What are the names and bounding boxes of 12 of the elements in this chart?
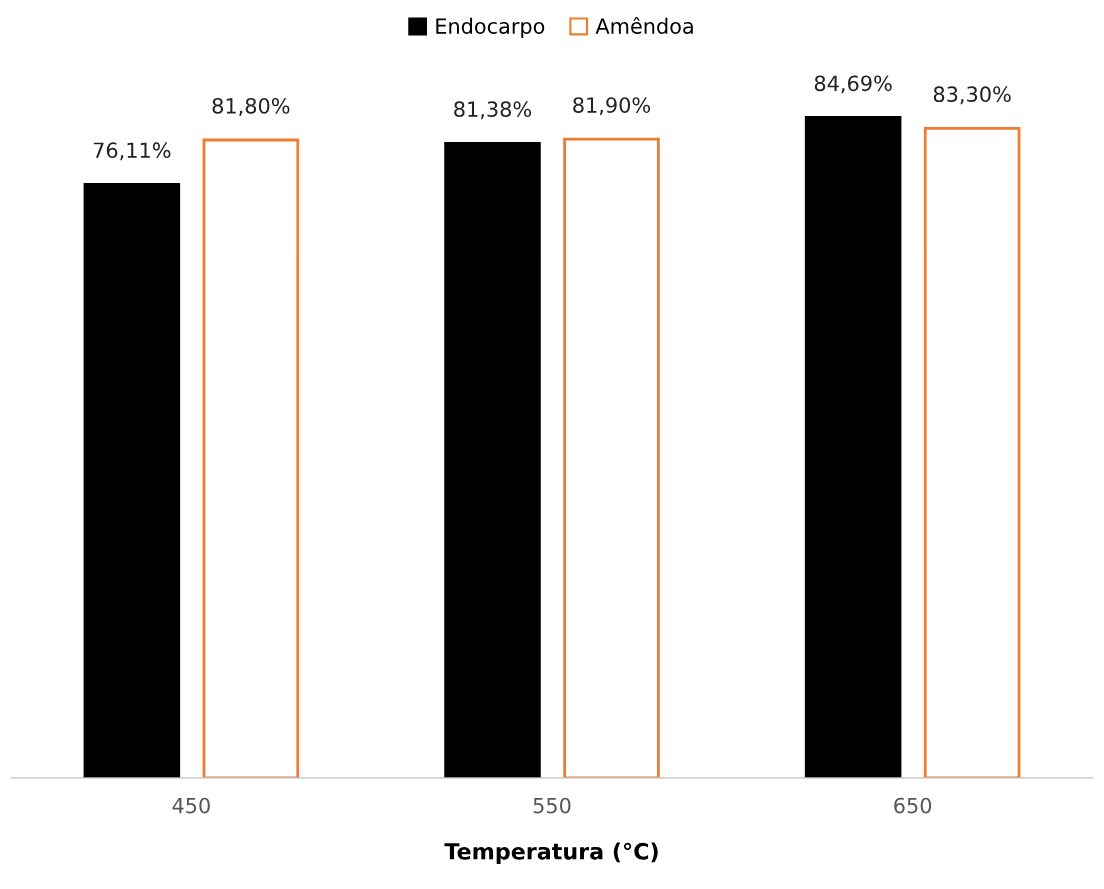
data-label: 84,69% [814, 75, 892, 94]
x-axis-title: Temperatura (°C) [444, 842, 658, 864]
data-label: 81,90% [573, 97, 651, 116]
x-tick-label: 450 [172, 797, 210, 814]
data-label: 81,38% [454, 101, 532, 120]
legend-label: Endocarpo [436, 17, 545, 38]
data-label: 81,80% [212, 97, 290, 116]
data-label: 83,30% [933, 86, 1011, 105]
legend-label: Amêndoa [595, 16, 693, 34]
x-tick-label: 650 [894, 797, 932, 814]
x-tick-label: 550 [533, 797, 571, 814]
data-label: 76,11% [93, 142, 171, 161]
